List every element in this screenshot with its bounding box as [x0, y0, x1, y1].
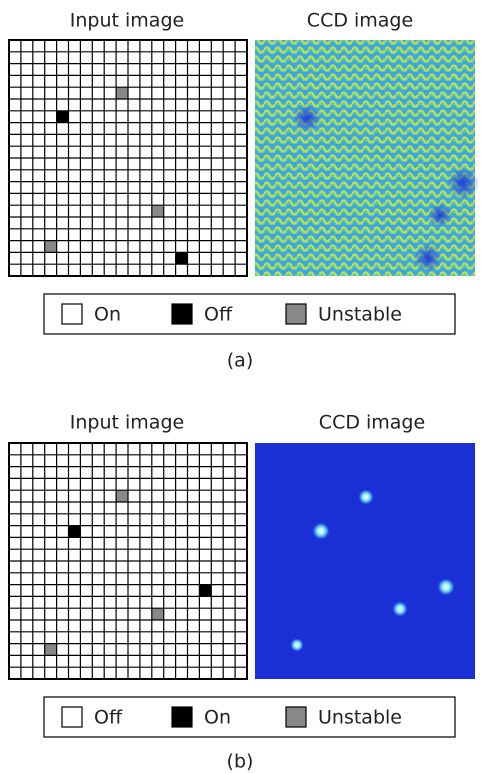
legend-label: On — [94, 304, 121, 326]
legend-swatch — [286, 304, 306, 324]
legend-swatch — [62, 304, 82, 324]
caption: (b) — [227, 751, 254, 773]
input-title: Input image — [70, 10, 184, 32]
ccd-title: CCD image — [307, 10, 413, 32]
grid-cell — [152, 608, 164, 620]
panel-a: Input image CCD image (a) On Off Unstable — [9, 10, 479, 372]
ccd-spot — [312, 522, 330, 540]
legend: On Off Unstable — [44, 294, 455, 334]
input-grid — [9, 40, 247, 276]
ccd-spot — [392, 601, 408, 617]
ccd-title: CCD image — [319, 412, 425, 434]
grid-cell — [69, 526, 81, 538]
legend-swatch — [172, 304, 192, 324]
input-title: Input image — [70, 412, 184, 434]
grid-cell — [57, 111, 69, 123]
input-grid — [9, 443, 247, 679]
grid-cell — [45, 644, 57, 656]
ccd-blot — [447, 167, 479, 199]
panel-b: Input image CCD image (b) Off On Unstable — [9, 412, 475, 773]
figure: Input image CCD image (a) OnOffUnstable … — [0, 0, 484, 773]
ccd-blot — [414, 244, 442, 272]
grid-cell — [199, 585, 211, 597]
grid-cell — [116, 87, 128, 99]
ccd-image — [255, 40, 479, 276]
grid-cell — [45, 241, 57, 253]
ccd-texture — [255, 40, 475, 276]
legend-swatch — [62, 707, 82, 727]
legend-label: Off — [204, 304, 233, 326]
legend-label: Unstable — [318, 707, 402, 729]
ccd-image — [255, 443, 475, 679]
ccd-spot — [358, 489, 374, 505]
ccd-blot — [428, 203, 452, 227]
legend-label: Off — [94, 707, 123, 729]
legend-swatch — [286, 707, 306, 727]
ccd-blot — [293, 104, 321, 132]
legend: Off On Unstable — [44, 697, 455, 737]
legend-swatch — [172, 707, 192, 727]
grid-cell — [176, 252, 188, 264]
legend-label: Unstable — [318, 304, 402, 326]
ccd-spot — [437, 578, 455, 596]
ccd-background — [255, 443, 475, 679]
legend-label: On — [204, 707, 231, 729]
grid-cell — [152, 205, 164, 217]
grid-cell — [116, 490, 128, 502]
ccd-spot — [290, 638, 304, 652]
caption: (a) — [227, 350, 253, 372]
